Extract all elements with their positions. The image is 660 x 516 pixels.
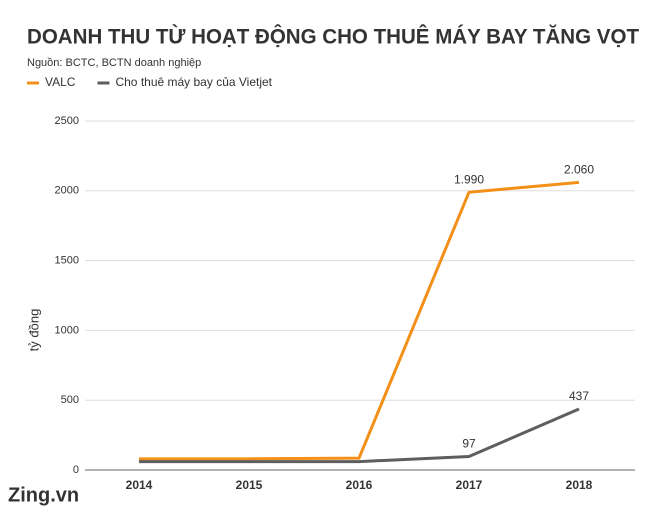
y-tick-label: 1000 (55, 324, 79, 336)
legend-label: VALC (45, 75, 76, 89)
series-line (139, 407, 580, 464)
data-label: 97 (462, 437, 476, 451)
x-tick-label: 2016 (346, 478, 373, 492)
watermark: Zing.vn (8, 484, 79, 506)
y-tick-label: 2000 (55, 185, 79, 197)
y-tick-label: 1500 (55, 255, 79, 267)
data-label: 2.060 (564, 163, 594, 177)
y-tick-label: 2500 (55, 115, 79, 127)
data-label: 437 (569, 389, 589, 403)
series-line (139, 180, 580, 461)
y-axis-label: tỷ đồng (26, 309, 41, 352)
chart-title: DOANH THU TỪ HOẠT ĐỘNG CHO THUÊ MÁY BAY … (27, 25, 639, 49)
y-tick-label: 500 (61, 394, 79, 406)
data-label: 1.990 (454, 172, 484, 186)
x-tick-label: 2015 (236, 478, 263, 492)
x-tick-label: 2014 (126, 478, 153, 492)
x-tick-label: 2018 (566, 478, 593, 492)
source: Nguồn: BCTC, BCTN doanh nghiệp (27, 57, 201, 69)
legend-label: Cho thuê máy bay của Vietjet (115, 75, 272, 89)
y-tick-label: 0 (73, 464, 79, 476)
x-tick-label: 2017 (456, 478, 483, 492)
